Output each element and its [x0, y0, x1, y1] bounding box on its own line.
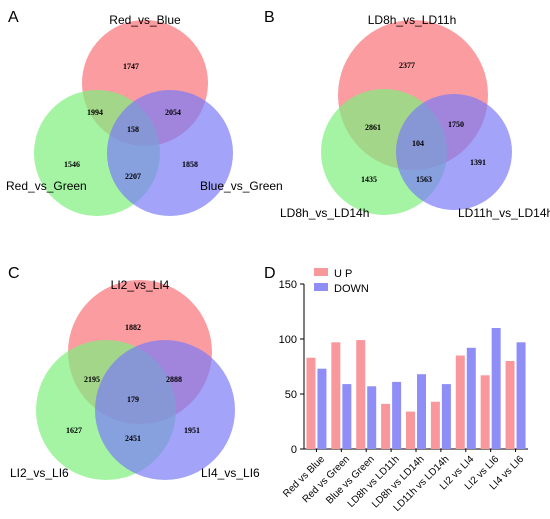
- bar-down: [392, 381, 402, 449]
- venn-a-count-r23: 2207: [125, 172, 141, 181]
- venn-a-count-only3: 1858: [182, 160, 198, 169]
- venn-b-set2-label: LD8h_vs_LD14h: [280, 206, 369, 220]
- venn-a-set2-label: Red_vs_Green: [6, 179, 87, 193]
- bar-up: [331, 342, 341, 449]
- panel-letter-c: C: [8, 265, 20, 282]
- venn-c-set2-label: LI2_vs_LI6: [10, 466, 69, 480]
- bar-down: [417, 374, 426, 449]
- y-tick-label: 100: [279, 334, 297, 346]
- venn-c-set3-label: LI4_vs_LI6: [201, 466, 260, 480]
- bar-down: [317, 368, 327, 449]
- venn-a: Red_vs_Blue Red_vs_Green Blue_vs_Green 1…: [6, 13, 283, 216]
- venn-a-set1-label: Red_vs_Blue: [109, 13, 181, 27]
- bar-down: [367, 386, 377, 449]
- panel-letter-a: A: [8, 9, 19, 26]
- y-tick-label: 50: [285, 389, 297, 401]
- venn-a-count-r13: 2054: [165, 108, 181, 117]
- venn-c-count-r23: 2451: [125, 434, 141, 443]
- venn-b-set1-label: LD8h_vs_LD11h: [368, 13, 457, 27]
- bar-up: [306, 357, 316, 449]
- bar-down: [441, 384, 451, 449]
- bar-down: [516, 342, 526, 449]
- panel-letter-d: D: [264, 265, 276, 282]
- venn-c-count-only1: 1882: [125, 323, 141, 332]
- venn-b-count-only1: 2377: [399, 61, 415, 70]
- bar-up: [406, 411, 415, 449]
- bar-up: [455, 355, 465, 449]
- venn-c-count-r123: 179: [127, 395, 139, 404]
- venn-a-set3-label: Blue_vs_Green: [200, 179, 283, 193]
- bar-up: [356, 340, 366, 449]
- venn-c-count-only3: 1951: [184, 426, 200, 435]
- y-tick-label: 150: [279, 279, 297, 291]
- y-ticks: 0 50 100 150: [279, 279, 304, 456]
- legend-swatch-down: [314, 283, 328, 291]
- bar-down: [491, 328, 501, 449]
- venn-a-count-only1: 1747: [123, 62, 139, 71]
- venn-c-set1-label: LI2_vs_LI4: [111, 278, 170, 292]
- venn-a-count-r12: 1994: [87, 108, 103, 117]
- venn-c-count-r13: 2888: [166, 375, 182, 384]
- legend-swatch-up: [314, 268, 328, 276]
- venn-c-count-only2: 1627: [66, 426, 82, 435]
- bar-down: [342, 384, 352, 449]
- venn-b-count-r123: 104: [412, 139, 424, 148]
- venn-b-set3-circle: [396, 94, 512, 210]
- venn-b-count-r13: 1750: [448, 120, 464, 129]
- legend-label-down: DOWN: [334, 283, 369, 295]
- venn-a-count-only2: 1546: [64, 160, 80, 169]
- venn-b-set3-label: LD11h_vs_LD14h: [458, 206, 550, 220]
- venn-b: LD8h_vs_LD11h LD8h_vs_LD14h LD11h_vs_LD1…: [280, 13, 550, 220]
- bar-up: [381, 403, 391, 449]
- bar-up: [480, 375, 490, 449]
- venn-b-count-only3: 1391: [470, 158, 486, 167]
- bar-up: [505, 361, 515, 449]
- y-tick-label: 0: [291, 444, 297, 456]
- panel-letter-b: B: [264, 9, 275, 26]
- venn-b-count-r12: 2861: [365, 123, 381, 132]
- legend: U P DOWN: [314, 268, 369, 295]
- venn-c: LI2_vs_LI4 LI2_vs_LI6 LI4_vs_LI6 1882 16…: [10, 278, 260, 480]
- bar-up: [430, 401, 440, 449]
- venn-c-set3-circle: [95, 340, 235, 480]
- venn-a-count-r123: 158: [127, 125, 139, 134]
- legend-label-up: U P: [334, 268, 352, 280]
- venn-b-count-only2: 1435: [361, 175, 377, 184]
- venn-b-count-r23: 1563: [416, 175, 432, 184]
- venn-c-count-r12: 2195: [84, 375, 100, 384]
- venn-a-set3-circle: [107, 90, 233, 216]
- bars: [306, 328, 526, 449]
- bar-down: [466, 347, 476, 449]
